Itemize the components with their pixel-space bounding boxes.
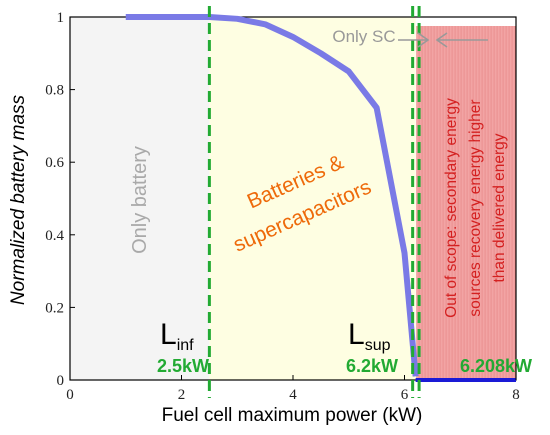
x-tick-label: 4 bbox=[289, 387, 297, 403]
vertical-lines bbox=[207, 6, 421, 398]
x-tick-label: 8 bbox=[512, 387, 520, 403]
y-tick-label: 0.2 bbox=[45, 300, 64, 316]
l-inf-main: L bbox=[160, 318, 177, 351]
series-group bbox=[125, 14, 516, 382]
region-0 bbox=[70, 17, 210, 380]
region-backgrounds bbox=[70, 17, 516, 380]
x-tick-label: 0 bbox=[66, 387, 74, 403]
y-tick-label: 1 bbox=[57, 10, 65, 26]
series-line-0 bbox=[125, 14, 419, 377]
region-label-out-of-scope-line2: sources recovery energy higher bbox=[467, 99, 484, 316]
arrow-right-head bbox=[417, 32, 430, 48]
l-sup-sub: sup bbox=[365, 337, 391, 354]
region-label-out-of-scope-line1: Out of scope: secondary energy bbox=[443, 98, 460, 318]
y-tick-label: 0 bbox=[57, 373, 65, 389]
y-axis-title: Normalized battery mass bbox=[8, 94, 29, 305]
region-2 bbox=[416, 26, 516, 380]
vline-label-2-5kw: 2.5kW bbox=[157, 356, 209, 376]
y-tick-label: 0.6 bbox=[45, 155, 64, 171]
x-axis-title: Fuel cell maximum power (kW) bbox=[162, 405, 423, 426]
x-tick-label: 6 bbox=[401, 387, 409, 403]
only-sc-arrows bbox=[398, 32, 488, 48]
y-ticks: 0 0.2 0.4 0.6 0.8 1 bbox=[45, 10, 75, 389]
arrow-left-head bbox=[435, 32, 448, 48]
l-sup-label: Lsup bbox=[348, 318, 391, 354]
l-inf-sub: inf bbox=[177, 337, 194, 354]
only-sc-label: Only SC bbox=[332, 27, 395, 46]
region-1 bbox=[209, 17, 416, 380]
y-tick-label: 0.8 bbox=[45, 83, 64, 99]
region-label-out-of-scope-line3: than delivered energy bbox=[491, 133, 508, 282]
l-sup-main: L bbox=[348, 318, 365, 351]
vline-label-6-208kw: 6.208kW bbox=[460, 356, 532, 376]
x-ticks: 0 2 4 6 8 bbox=[66, 375, 520, 403]
l-inf-label: Linf bbox=[160, 318, 194, 354]
vline-label-6-2kw: 6.2kW bbox=[346, 356, 398, 376]
region-label-only-battery: Only battery bbox=[129, 146, 151, 254]
y-tick-label: 0.4 bbox=[45, 228, 64, 244]
x-tick-label: 2 bbox=[178, 387, 186, 403]
